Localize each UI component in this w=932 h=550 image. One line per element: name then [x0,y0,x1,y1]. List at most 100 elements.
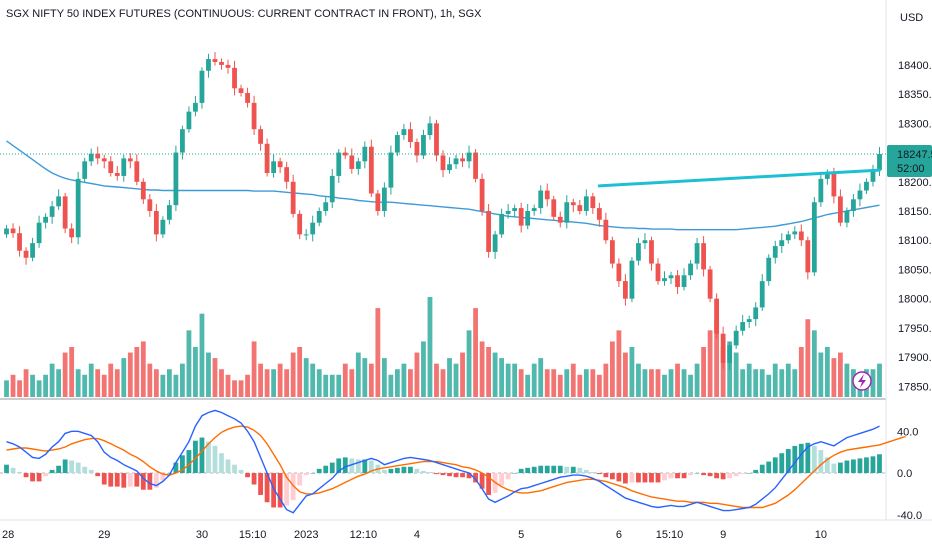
volume-bar [401,363,407,397]
volume-bar [232,380,237,397]
volume-bar [193,347,198,397]
volume-bar [336,374,342,397]
y-tick-label: 18150.0 [898,206,932,218]
macd-histogram-bar [4,464,9,474]
macd-histogram-bar [525,467,531,474]
y-tick-label: 18400.0 [898,60,932,72]
macd-histogram-bar [564,466,570,474]
volume-bar [225,374,231,397]
macd-histogram-bar [603,473,609,478]
macd-histogram-bar [512,473,518,474]
candle-body [636,243,641,261]
candle-body [525,211,531,226]
macd-histogram-bar [473,473,478,483]
macd-histogram-bar [544,465,550,474]
trend-line[interactable] [597,168,881,188]
macd-histogram-bar [284,473,290,506]
x-tick-label: 4 [414,529,420,541]
volume-bar [779,369,785,397]
volume-bar [88,363,94,397]
volume-bar [101,374,107,397]
candle-body [642,240,648,244]
macd-layer [0,409,906,514]
volume-bar [82,374,88,397]
candle-body [232,67,237,89]
candle-body [134,161,140,182]
candle-body [193,102,198,112]
candle-body [264,143,270,174]
candle-body [82,161,88,179]
candle-body [310,222,316,235]
volume-bar [316,369,322,397]
candle-body [818,178,824,203]
macd-line [6,409,880,514]
volume-bar [551,369,557,397]
volume-bar [590,369,596,397]
candle-body [316,211,322,223]
volume-bar [668,369,674,397]
volume-bar [414,352,420,397]
volume-bar [375,308,381,397]
volume-bar [609,341,615,397]
macd-histogram-bar [870,456,876,474]
lightning-icon[interactable] [852,371,872,391]
macd-histogram-bar [245,473,250,478]
candle-body [88,153,94,162]
macd-histogram-bar [147,473,153,490]
macd-histogram-bar [173,462,179,474]
candle-body [238,88,244,93]
volume-bar [675,363,680,397]
candle-body [681,275,687,287]
lightning-icon-bolt [858,374,866,388]
candle-body [877,154,882,171]
volume-bar [603,363,609,397]
macd-histogram-bar [427,472,433,474]
volume-bar [453,363,459,397]
macd-histogram-bar [720,473,726,480]
candle-body [394,135,400,153]
volume-bar [180,363,185,397]
candle-body [421,135,426,156]
macd-histogram-bar [362,459,368,474]
volume-bar [219,369,224,397]
moving-average-line [6,140,880,231]
macd-histogram-bar [23,473,29,478]
macd-histogram-bar [694,473,700,474]
volume-bar [714,319,720,397]
volume-bar [870,369,876,397]
macd-histogram-bar [277,473,283,508]
candle-body [375,193,381,211]
macd-histogram-bar [355,459,361,474]
candle-body [492,234,498,252]
volume-bar [655,369,661,397]
volume-bar [564,369,570,397]
candle-body [662,278,667,282]
candle-body [837,196,843,223]
candle-body [499,213,505,235]
y-tick-label: 17850.0 [898,381,932,393]
macd-histogram-bar [655,473,661,483]
volume-bar [577,374,583,397]
grid-layer [0,0,932,521]
x-tick-label: 15:10 [239,529,267,541]
volume-bar [805,319,811,397]
volume-bar [681,369,687,397]
candle-body [864,181,869,191]
macd-histogram-bar [623,473,628,484]
macd-histogram-bar [688,473,693,476]
macd-histogram-bar [831,463,837,474]
macd-histogram-bar [837,462,843,474]
macd-histogram-bar [805,442,811,474]
volume-bar [596,374,602,397]
macd-histogram-bar [857,458,863,474]
volume-bar [114,369,120,397]
macd-histogram-bar [388,468,394,474]
candle-body [512,208,518,211]
volume-bar [212,358,218,397]
macd-histogram-bar [740,473,746,475]
macd-histogram-bar [505,473,511,480]
candle-body [616,263,622,282]
macd-histogram-bar [701,473,706,476]
